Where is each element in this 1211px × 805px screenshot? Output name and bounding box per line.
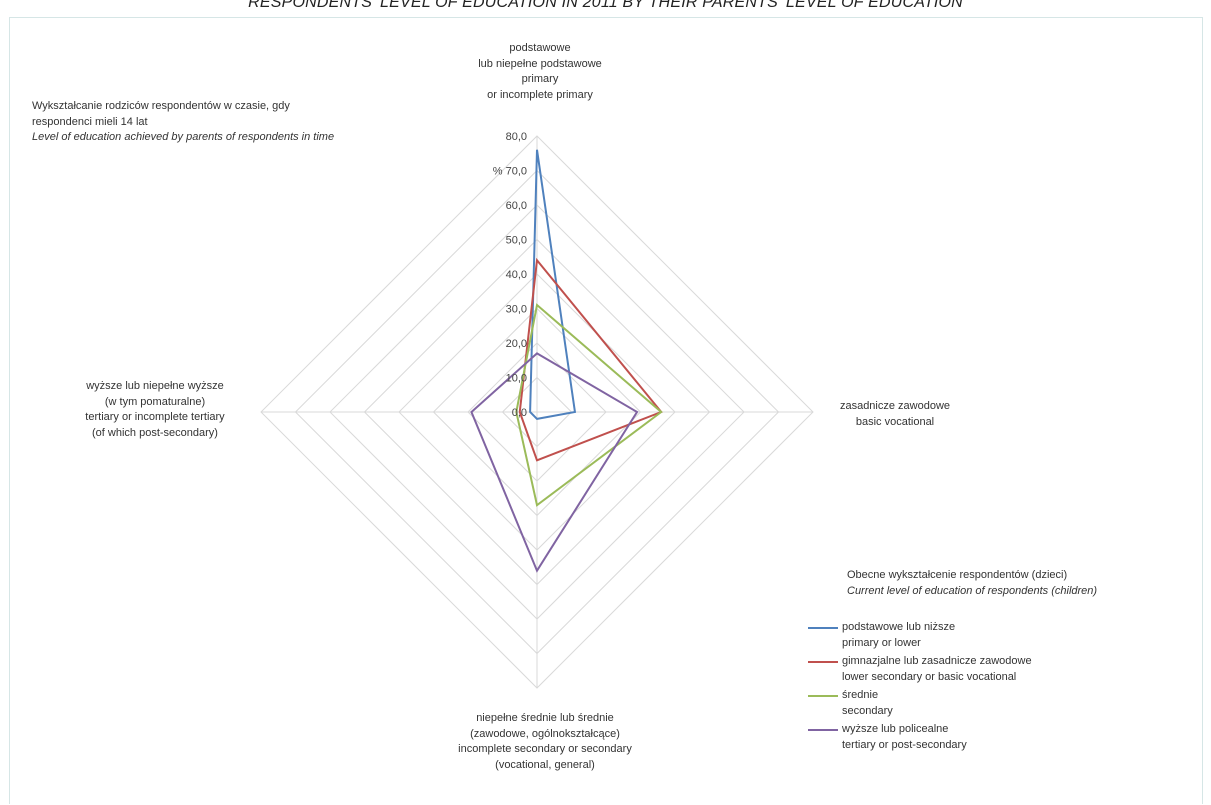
axis-label-top-line: lub niepełne podstawowe	[478, 57, 602, 70]
tick-label: 20,0	[506, 338, 527, 350]
chart-frame	[9, 17, 1203, 804]
axis-label-left-line: wyższe lub niepełne wyższe	[86, 380, 224, 392]
legend-swatch	[808, 627, 838, 629]
axis-label-left-line: (of which post-secondary)	[92, 426, 218, 439]
legend-label-en: tertiary or post-secondary	[842, 738, 967, 751]
legend-label-pl: średnie	[842, 689, 879, 701]
parents-note-pl-line1: Wykształcanie rodziców respondentów w cz…	[32, 100, 290, 112]
tick-label: 30,0	[506, 304, 527, 316]
legend-swatch	[808, 729, 838, 731]
axis-label-bottom-line: niepełne średnie lub średnie	[476, 712, 614, 724]
legend-label: średnie secondary	[842, 688, 893, 719]
axis-label-bottom: niepełne średnie lub średnie (zawodowe, …	[410, 711, 680, 773]
axis-label-bottom-line: incomplete secondary or secondary	[458, 743, 632, 755]
legend-label-en: lower secondary or basic vocational	[842, 670, 1017, 683]
axis-label-bottom-line: (zawodowe, ogólnokształcące)	[470, 727, 620, 740]
legend-title: Obecne wykształcenie respondentów (dziec…	[847, 568, 1097, 599]
legend-label-pl: podstawowe lub niższe	[842, 621, 956, 633]
legend-label-pl: wyższe lub policealne	[842, 723, 949, 735]
tick-label: 10,0	[506, 373, 527, 385]
legend-swatch	[808, 695, 838, 697]
tick-label: 0,0	[512, 407, 527, 419]
legend-label-en: primary or lower	[842, 636, 921, 649]
page-title: RESPONDENTS' LEVEL OF EDUCATION IN 2011 …	[248, 0, 963, 11]
axis-label-left: wyższe lub niepełne wyższe (w tym pomatu…	[50, 379, 260, 441]
axis-label-top: podstawowe lub niepełne podstawowe prima…	[440, 41, 640, 103]
legend-label: gimnazjalne lub zasadnicze zawodowe lowe…	[842, 654, 1032, 685]
parents-note: Wykształcanie rodziców respondentów w cz…	[32, 99, 334, 146]
tick-label: 50,0	[506, 235, 527, 247]
axis-label-bottom-line: (vocational, general)	[495, 758, 595, 771]
series-line	[470, 352, 639, 573]
legend-title-en: Current level of education of respondent…	[847, 584, 1098, 597]
tick-label: 80,0	[506, 131, 527, 143]
axis-label-top-line: or incomplete primary	[487, 88, 593, 101]
parents-note-en: Level of education achieved by parents o…	[32, 131, 335, 143]
tick-label: 60,0	[506, 200, 527, 212]
axis-label-right-line: basic vocational	[855, 415, 935, 428]
parents-note-pl-line2: respondenci mieli 14 lat	[32, 115, 148, 128]
series-line	[518, 257, 663, 462]
tick-label: % 70,0	[493, 166, 527, 178]
axis-label-right: zasadnicze zawodowe basic vocational	[815, 399, 975, 430]
axis-label-top-line: primary	[521, 73, 559, 85]
legend-title-pl: Obecne wykształcenie respondentów (dziec…	[847, 569, 1068, 581]
axis-label-left-line: (w tym pomaturalne)	[104, 395, 206, 408]
legend-label: wyższe lub policealne tertiary or post-s…	[842, 722, 967, 753]
tick-label: 40,0	[506, 269, 527, 281]
legend-swatch	[808, 661, 838, 663]
axis-label-right-line: zasadnicze zawodowe	[839, 400, 951, 412]
axis-label-left-line: tertiary or incomplete tertiary	[85, 411, 225, 423]
legend-label: podstawowe lub niższe primary or lower	[842, 620, 955, 651]
legend-label-en: secondary	[842, 704, 893, 717]
axis-label-top-line: podstawowe	[509, 42, 571, 54]
series-line	[515, 303, 663, 507]
legend-label-pl: gimnazjalne lub zasadnicze zawodowe	[842, 655, 1032, 667]
